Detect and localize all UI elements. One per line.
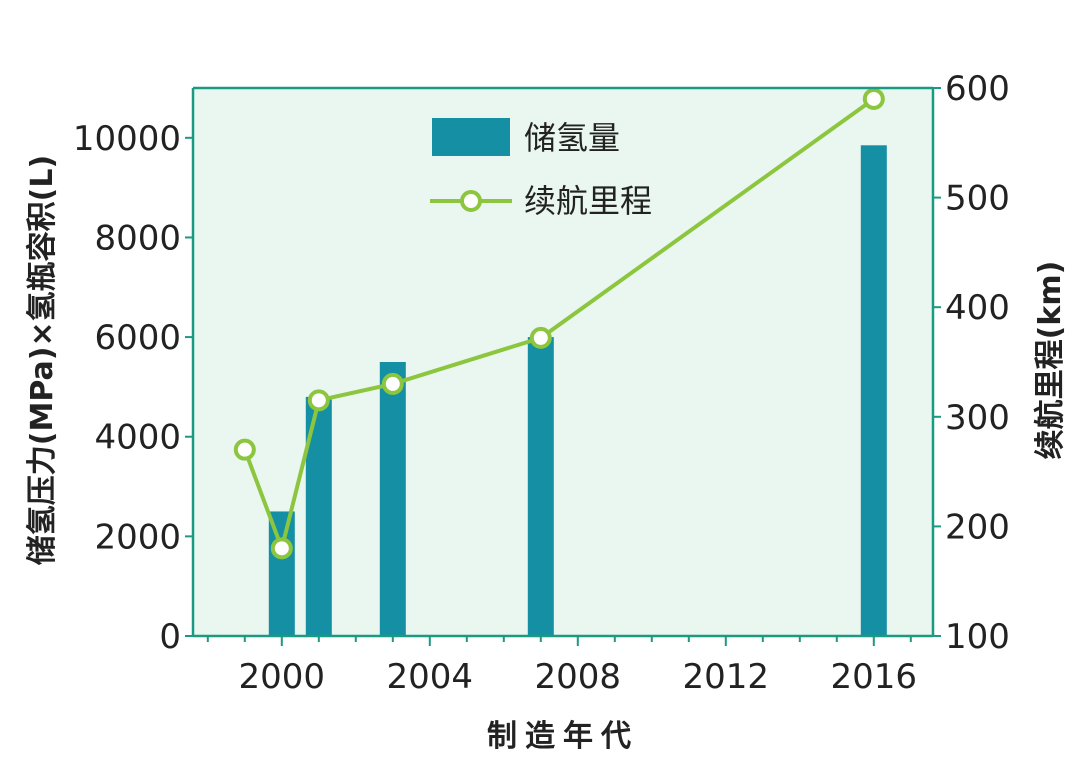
- range-point: [233, 438, 256, 461]
- bar: [860, 145, 887, 637]
- right-axis-tick-label: 400: [945, 288, 1010, 328]
- right-axis-title: 续航里程(km): [1033, 261, 1068, 460]
- left-axis-tick-label: 10000: [73, 119, 181, 159]
- x-axis-title: 制造年代: [487, 719, 639, 754]
- range-point: [529, 326, 552, 349]
- right-axis-tick-label: 100: [945, 617, 1010, 657]
- plot-area: [193, 88, 933, 636]
- range-point: [270, 537, 293, 560]
- x-axis-tick-label: 2016: [831, 657, 918, 697]
- right-axis-tick-label: 500: [945, 179, 1010, 219]
- left-axis-tick-label: 0: [159, 617, 181, 657]
- left-axis-tick-label: 2000: [94, 517, 181, 557]
- legend-bar-swatch: [432, 118, 510, 156]
- left-axis-tick-label: 4000: [94, 418, 181, 458]
- bar: [379, 362, 406, 636]
- legend-line-marker: [460, 190, 482, 212]
- right-axis-tick-label: 600: [945, 69, 1010, 109]
- legend-line-label: 续航里程: [524, 182, 652, 220]
- range-point: [307, 389, 330, 412]
- left-axis-tick-label: 6000: [94, 318, 181, 358]
- bar: [268, 511, 295, 636]
- range-point: [381, 372, 404, 395]
- range-line: [242, 97, 875, 556]
- x-axis-tick-label: 2000: [239, 657, 326, 697]
- right-axis-tick-label: 300: [945, 398, 1010, 438]
- x-axis-tick-label: 2004: [387, 657, 474, 697]
- left-axis-tick-label: 8000: [94, 218, 181, 258]
- legend-bar-label: 储氢量: [524, 119, 620, 157]
- left-axis-title: 储氢压力(MPa)×氢瓶容积(L): [25, 155, 60, 565]
- right-axis-tick-label: 200: [945, 507, 1010, 547]
- x-axis-tick-label: 2012: [683, 657, 770, 697]
- x-axis-tick-label: 2008: [535, 657, 622, 697]
- range-point: [862, 87, 885, 110]
- bar: [527, 337, 554, 636]
